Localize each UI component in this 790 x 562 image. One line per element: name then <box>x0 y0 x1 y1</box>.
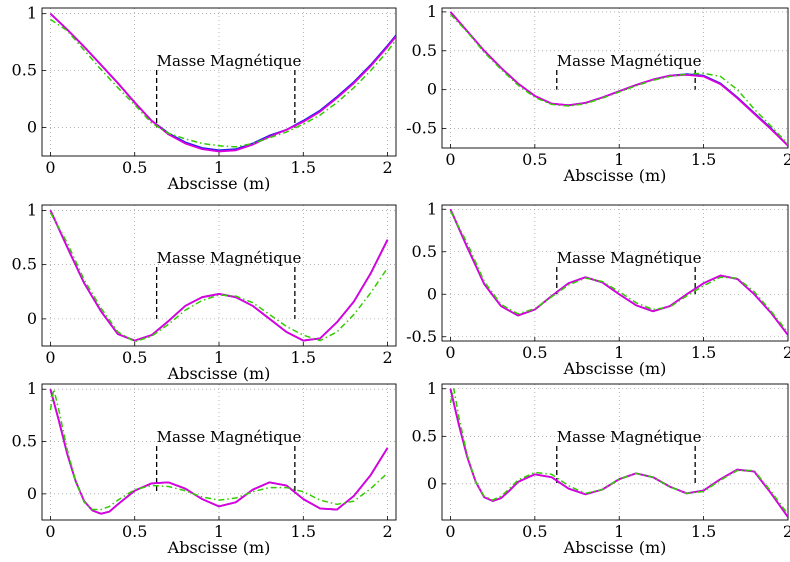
x-tick-label: 2 <box>382 522 392 541</box>
y-tick-label: 0.5 <box>12 255 37 274</box>
x-tick-label: 1 <box>614 150 624 169</box>
x-tick-label: 0.5 <box>122 158 147 177</box>
x-axis-label: Abscisse (m) <box>563 166 667 185</box>
x-tick-label: 0 <box>45 348 55 367</box>
series-line-green <box>449 210 788 333</box>
x-tick-label: 2 <box>382 158 392 177</box>
magnetic-mass-annotation: Masse Magnétique <box>557 428 702 446</box>
y-tick-label: 0.5 <box>12 432 37 451</box>
series-line-magenta <box>449 388 788 518</box>
x-tick-label: 1 <box>214 522 224 541</box>
x-tick-label: 1 <box>214 348 224 367</box>
series-line-magenta <box>449 11 788 147</box>
y-tick-label: 0 <box>27 309 37 328</box>
magnetic-mass-annotation: Masse Magnétique <box>157 428 302 446</box>
x-tick-label: 0.5 <box>522 150 547 169</box>
y-tick-label: 0 <box>427 474 437 493</box>
y-tick-label: 0.5 <box>12 61 37 80</box>
x-tick-label: 0 <box>445 343 455 362</box>
x-tick-label: 1.5 <box>291 158 316 177</box>
plot-frame <box>41 7 397 157</box>
magnetic-mass-annotation: Masse Magnétique <box>557 52 702 70</box>
x-axis-label: Abscisse (m) <box>167 364 271 383</box>
y-tick-label: -0.5 <box>406 119 437 138</box>
series-line-magenta <box>449 208 788 336</box>
x-tick-label: 1.5 <box>291 348 316 367</box>
x-tick-label: 2 <box>783 522 790 541</box>
series-line-blue <box>49 388 389 515</box>
plot-frame <box>441 7 789 149</box>
y-tick-label: 1 <box>27 379 37 398</box>
series-line-green <box>49 388 389 511</box>
y-tick-label: 0 <box>427 80 437 99</box>
series-line-blue <box>49 13 396 152</box>
magnetic-mass-annotation: Masse Magnétique <box>557 249 702 267</box>
y-tick-label: 0 <box>27 484 37 503</box>
y-tick-label: 0 <box>427 284 437 303</box>
y-tick-label: -0.5 <box>406 327 437 346</box>
x-axis-label: Abscisse (m) <box>167 538 271 557</box>
series-line-green <box>449 13 788 145</box>
series-line-magenta <box>49 13 396 153</box>
series-line-green <box>449 388 788 515</box>
y-tick-label: 0.5 <box>412 426 437 445</box>
x-axis-label: Abscisse (m) <box>563 359 667 378</box>
series-line-blue <box>449 208 788 336</box>
x-tick-label: 1.5 <box>691 522 716 541</box>
y-tick-label: 0.5 <box>412 242 437 261</box>
series-line-magenta <box>49 210 389 342</box>
x-tick-label: 2 <box>783 150 790 169</box>
x-tick-label: 0.5 <box>522 522 547 541</box>
x-tick-label: 1.5 <box>691 343 716 362</box>
magnetic-mass-annotation: Masse Magnétique <box>157 249 302 267</box>
x-tick-label: 1 <box>614 343 624 362</box>
x-tick-label: 0.5 <box>122 348 147 367</box>
series-line-magenta <box>49 388 389 515</box>
magnetic-mass-annotation: Masse Magnétique <box>157 52 302 70</box>
y-tick-label: 1 <box>27 200 37 219</box>
x-tick-label: 2 <box>382 348 392 367</box>
x-tick-label: 1 <box>214 158 224 177</box>
x-tick-label: 1 <box>614 522 624 541</box>
x-tick-label: 2 <box>783 343 790 362</box>
x-tick-label: 1.5 <box>691 150 716 169</box>
x-tick-label: 0 <box>45 522 55 541</box>
x-tick-label: 0 <box>45 158 55 177</box>
x-tick-label: 0 <box>445 522 455 541</box>
x-tick-label: 0 <box>445 150 455 169</box>
y-tick-label: 1 <box>427 199 437 218</box>
y-tick-label: 1 <box>27 4 37 23</box>
y-tick-label: 0 <box>27 118 37 137</box>
y-tick-label: 0.5 <box>412 41 437 60</box>
y-tick-label: 1 <box>427 2 437 21</box>
series-line-green <box>49 212 389 343</box>
series-line-blue <box>449 11 788 147</box>
plot-frame <box>441 204 789 342</box>
plot-frame <box>441 383 789 521</box>
series-line-green <box>50 18 396 148</box>
x-tick-label: 0.5 <box>122 522 147 541</box>
x-tick-label: 1.5 <box>291 522 316 541</box>
y-tick-label: 1 <box>427 379 437 398</box>
x-tick-label: 0.5 <box>522 343 547 362</box>
x-axis-label: Abscisse (m) <box>563 538 667 557</box>
x-axis-label: Abscisse (m) <box>167 174 271 193</box>
